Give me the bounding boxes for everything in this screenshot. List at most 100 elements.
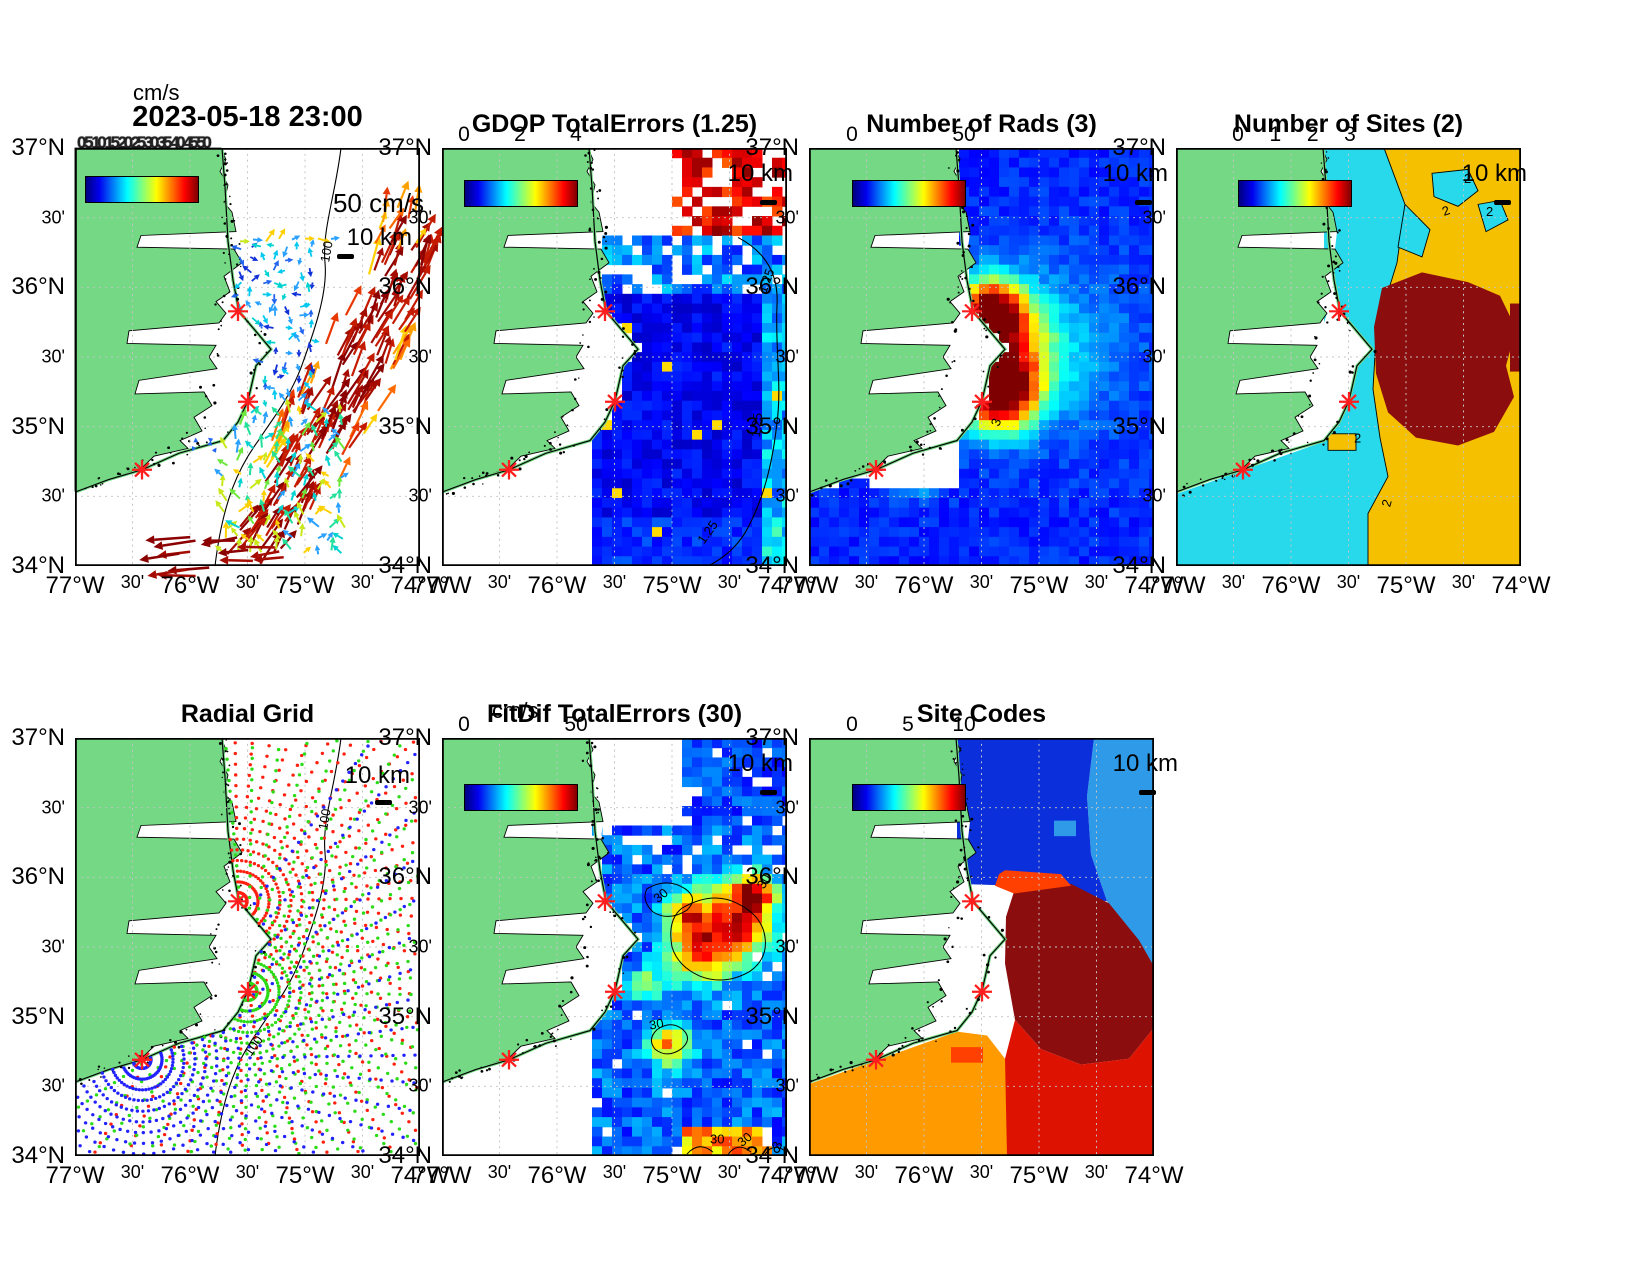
x-tick-label: 75°W — [642, 572, 702, 599]
colorbar-tick-label: 10 — [952, 713, 976, 736]
y-tick-label: 34°N — [745, 1142, 799, 1169]
y-tick-label: 36°N — [11, 273, 65, 301]
y-axis-labels: 37°N 30' 36°N 30' 35°N 30' 34°N — [360, 134, 436, 579]
colorbar-units-label: cm/s — [133, 80, 180, 105]
y-tick-label: 30' — [408, 207, 432, 228]
y-tick-label: 36°N — [745, 863, 799, 891]
colorbar — [1238, 180, 1352, 207]
panel-fitdif-total-errors: FitDif TotalErrors (30) cm/s 30 30 30 30 30 3… — [378, 698, 816, 1189]
map-gdop: 1.25 1.25 1.25 — [442, 148, 787, 566]
y-tick-label: 35°N — [1112, 412, 1166, 440]
x-tick-label: 30' — [602, 1162, 627, 1182]
y-tick-label: 35°N — [11, 412, 65, 440]
scale-bar — [760, 790, 777, 795]
x-tick-label: 76°W — [527, 1162, 587, 1189]
y-tick-label: 37°N — [745, 724, 799, 751]
x-tick-label: 76°W — [894, 572, 954, 599]
x-tick-label: 30' — [1451, 572, 1476, 592]
colorbar-units-label: cm/s — [492, 698, 539, 723]
x-tick-label: 30' — [1084, 1162, 1109, 1182]
x-tick-label: 30' — [235, 1162, 260, 1182]
y-axis-labels: 37°N 30' 36°N 30' 35°N 30' 34°N — [727, 134, 803, 579]
x-tick-label: 77°W — [779, 1162, 839, 1189]
x-axis-labels: 77°W 30' 76°W 30' 75°W 30' 74°W — [46, 1162, 450, 1192]
x-tick-label: 75°W — [642, 1162, 702, 1189]
y-tick-label: 36°N — [1112, 273, 1166, 301]
svg-text:2: 2 — [1464, 171, 1471, 186]
map-number-of-sites: 2 2 2 2 2 — [1176, 148, 1521, 566]
x-tick-label: 30' — [717, 572, 742, 592]
y-axis-labels: 37°N 30' 36°N 30' 35°N 30' 34°N — [0, 134, 69, 579]
y-tick-label: 37°N — [11, 134, 65, 161]
svg-text:1.25: 1.25 — [748, 412, 765, 438]
x-tick-label: 30' — [969, 572, 994, 592]
x-tick-label: 30' — [854, 1162, 879, 1182]
y-axis-labels: 37°N 30' 36°N 30' 35°N 30' 34°N — [727, 724, 803, 1169]
scale-bar-label: 10 km — [727, 750, 793, 777]
colorbar-tick-labels: 0 2 4 — [442, 123, 787, 146]
scale-bar-label: 10 km — [344, 762, 410, 789]
y-tick-label: 30' — [41, 1075, 65, 1096]
y-tick-label: 30' — [408, 797, 432, 818]
x-axis-labels: 77°W 30' 76°W 30' 75°W 30' 74°W — [413, 572, 817, 602]
y-tick-label: 30' — [775, 1075, 799, 1096]
x-tick-label: 76°W — [527, 572, 587, 599]
x-tick-label: 77°W — [412, 572, 472, 599]
x-tick-label: 30' — [1221, 572, 1246, 592]
x-tick-label: 77°W — [412, 1162, 472, 1189]
panel-gdop-total-errors: GDOP TotalErrors (1.25) 1.25 1.25 1.25 10 … — [378, 110, 816, 599]
scale-vector-label: 50 cm/s — [332, 188, 424, 218]
y-tick-label: 37°N — [378, 134, 432, 161]
colorbar-tick-label: 5 — [902, 713, 914, 736]
colorbar-tick-label: 0 — [846, 713, 858, 736]
y-tick-label: 30' — [41, 936, 65, 957]
x-tick-label: 30' — [235, 572, 260, 592]
x-tick-label: 75°W — [275, 572, 335, 599]
map-surface-currents: 100 — [74, 147, 443, 580]
panel-surface-currents: 2023-05-18 23:00 cm/s 0 5 10 15 20 25 30… — [11, 80, 449, 599]
x-axis-labels: 77°W 30' 76°W 30' 75°W 30' 74°W — [1147, 572, 1551, 602]
x-tick-label: 74°W — [1124, 1162, 1184, 1189]
x-axis-labels: 77°W 30' 76°W 30' 75°W 30' 74°W — [413, 1162, 817, 1192]
y-tick-label: 35°N — [378, 1002, 432, 1030]
scale-bar — [1139, 790, 1156, 795]
y-tick-label: 34°N — [378, 1142, 432, 1169]
x-tick-label: 74°W — [757, 1162, 817, 1189]
colorbar-tick-label: 0 — [1232, 123, 1244, 146]
x-tick-label: 75°W — [1009, 1162, 1069, 1189]
map-svg: 2 2 2 2 2 — [1176, 148, 1521, 566]
panel-title: GDOP TotalErrors (1.25) — [471, 110, 758, 138]
scale-bar-label: 10 km — [1461, 160, 1527, 187]
x-tick-label: 74°W — [1124, 572, 1184, 599]
scale-bar-label: 10 km — [346, 224, 412, 251]
map-svg: 1.251.251.25 — [442, 148, 787, 566]
colorbar-tick-labels: 0 1 2 3 — [1176, 123, 1521, 146]
y-tick-label: 34°N — [11, 552, 65, 579]
y-tick-label: 30' — [41, 797, 65, 818]
colorbar-tick-label: 3 — [1344, 123, 1356, 146]
y-tick-label: 34°N — [378, 552, 432, 579]
y-tick-label: 30' — [775, 936, 799, 957]
scale-bar — [1494, 200, 1511, 205]
colorbar — [464, 180, 578, 207]
y-tick-label: 30' — [775, 797, 799, 818]
panel-title: 2023-05-18 23:00 — [132, 101, 363, 133]
scale-bar — [337, 254, 354, 259]
x-tick-label: 76°W — [894, 1162, 954, 1189]
y-tick-label: 34°N — [1112, 552, 1166, 579]
panel-title: Radial Grid — [180, 700, 315, 728]
y-tick-label: 35°N — [745, 412, 799, 440]
svg-text:100: 100 — [317, 240, 336, 263]
colorbar-ticks-overlapped: 0 5 10 15 20 25 30 35 40 45 50 — [77, 133, 212, 151]
y-tick-label: 36°N — [745, 273, 799, 301]
panel-number-of-rads: Number of Rads (3) 3 10 km 37°N 30' 36°N 30… — [745, 110, 1183, 599]
x-axis-labels: 77°W 30' 76°W 30' 75°W 30' 74°W — [46, 572, 450, 602]
y-tick-label: 36°N — [378, 863, 432, 891]
x-tick-label: 76°W — [160, 572, 220, 599]
x-tick-label: 30' — [487, 572, 512, 592]
map-radial-grid: 100 100 — [75, 738, 420, 1156]
x-tick-label: 74°W — [390, 572, 450, 599]
svg-text:100: 100 — [315, 808, 334, 831]
x-axis-labels: 77°W 30' 76°W 30' 75°W 30' 74°W — [780, 572, 1184, 602]
y-tick-label: 30' — [1142, 207, 1166, 228]
